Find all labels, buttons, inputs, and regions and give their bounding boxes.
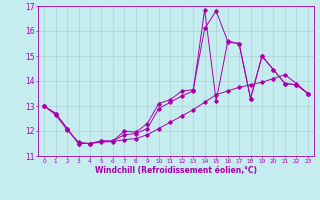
X-axis label: Windchill (Refroidissement éolien,°C): Windchill (Refroidissement éolien,°C) (95, 166, 257, 175)
